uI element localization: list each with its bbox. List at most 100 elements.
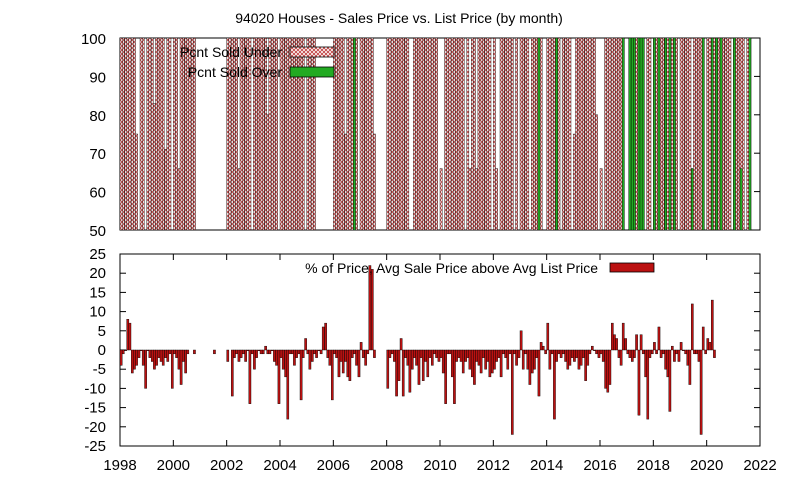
bar-under xyxy=(453,37,456,231)
bar-under xyxy=(586,37,590,231)
bar-pct xyxy=(148,349,152,358)
bar-under xyxy=(417,37,421,231)
bar-pct xyxy=(457,349,461,358)
bar-pct xyxy=(311,349,314,362)
bar-pct xyxy=(321,326,325,351)
bar-under xyxy=(519,37,523,231)
bar-pct xyxy=(348,349,352,381)
bar-pct xyxy=(259,349,263,355)
bar-pct xyxy=(464,349,467,362)
bar-under xyxy=(557,37,561,231)
bar-under xyxy=(248,37,252,231)
bar-pct xyxy=(150,349,154,362)
bar-under xyxy=(348,37,352,231)
bar-under xyxy=(617,37,621,231)
bar-pct xyxy=(524,349,527,355)
bar-pct xyxy=(713,349,716,358)
bar-pct xyxy=(328,349,332,366)
bar-pct xyxy=(559,349,563,358)
legend-swatch-over xyxy=(289,66,335,78)
bar-over xyxy=(628,37,632,231)
bar-pct xyxy=(515,349,518,366)
bar-pct xyxy=(455,349,458,362)
bar-under xyxy=(568,37,572,231)
bar-under xyxy=(577,37,581,231)
bottom-y-tick-label: -20 xyxy=(84,419,106,436)
bar-pct xyxy=(453,349,456,404)
bar-pct xyxy=(428,349,432,358)
legend-label-over: Pcnt Sold Over xyxy=(188,64,282,80)
bottom-x-tick-label: 2010 xyxy=(423,457,456,474)
bar-pct xyxy=(553,349,556,420)
bar-over xyxy=(555,37,558,231)
bar-under xyxy=(526,37,530,231)
bar-over xyxy=(691,168,694,231)
bar-under xyxy=(141,37,145,231)
bar-pct xyxy=(637,349,641,416)
bar-pct xyxy=(368,265,372,351)
bar-under xyxy=(399,37,403,231)
bar-pct xyxy=(588,349,592,355)
bar-under xyxy=(161,37,165,231)
bar-pct xyxy=(304,338,307,351)
bar-under xyxy=(344,133,347,231)
bar-pct xyxy=(281,349,285,370)
bar-pct xyxy=(144,349,147,389)
bar-under xyxy=(728,37,732,231)
bar-pct xyxy=(488,349,492,378)
bar-under xyxy=(173,37,176,231)
bar-pct xyxy=(173,349,176,355)
bar-pct xyxy=(617,349,621,358)
bar-under xyxy=(484,37,487,231)
bar-under xyxy=(611,37,614,231)
bar-under xyxy=(504,37,507,231)
bar-pct xyxy=(124,349,127,352)
bar-pct xyxy=(584,349,587,381)
bar-over xyxy=(641,37,645,231)
bar-pct xyxy=(451,349,454,378)
bar-pct xyxy=(461,349,465,374)
bar-under xyxy=(468,168,472,231)
bar-pct xyxy=(395,349,398,397)
bar-under xyxy=(573,133,576,231)
bar-under xyxy=(133,37,136,231)
bar-pct xyxy=(288,349,292,355)
bar-under xyxy=(124,37,127,231)
legend-label-pct: % of Price, Avg Sale Price above Avg Lis… xyxy=(305,260,598,276)
bottom-x-tick-label: 2022 xyxy=(743,457,776,474)
bar-pct xyxy=(393,349,396,362)
bar-under xyxy=(415,37,418,231)
bar-under xyxy=(391,37,394,231)
bar-pct xyxy=(471,349,474,378)
bar-under xyxy=(524,37,527,231)
bottom-y-tick-label: -5 xyxy=(93,361,106,378)
bar-under xyxy=(593,37,596,231)
bar-under xyxy=(268,37,272,231)
bar-pct xyxy=(693,349,696,355)
bar-pct xyxy=(626,349,630,355)
bar-under xyxy=(166,37,170,231)
bar-under xyxy=(746,37,750,231)
bar-pct xyxy=(406,349,410,366)
bar-pct xyxy=(361,349,365,358)
bar-pct xyxy=(526,349,530,370)
bar-under xyxy=(281,37,285,231)
bar-pct xyxy=(701,326,705,351)
bar-under xyxy=(461,37,465,231)
bar-pct xyxy=(126,319,130,351)
bar-under xyxy=(635,37,638,231)
bar-under xyxy=(266,114,270,231)
bar-pct xyxy=(615,338,618,351)
bottom-x-tick-label: 2004 xyxy=(263,457,296,474)
bar-pct xyxy=(495,349,498,362)
bar-pct xyxy=(661,349,665,355)
bar-pct xyxy=(139,349,143,352)
bar-pct xyxy=(357,349,361,378)
bar-pct xyxy=(371,269,374,351)
bar-pct xyxy=(479,349,483,374)
bar-under xyxy=(495,168,498,231)
bar-under xyxy=(393,37,396,231)
bar-pct xyxy=(175,349,178,358)
bar-pct xyxy=(655,349,658,355)
bar-under xyxy=(339,37,343,231)
